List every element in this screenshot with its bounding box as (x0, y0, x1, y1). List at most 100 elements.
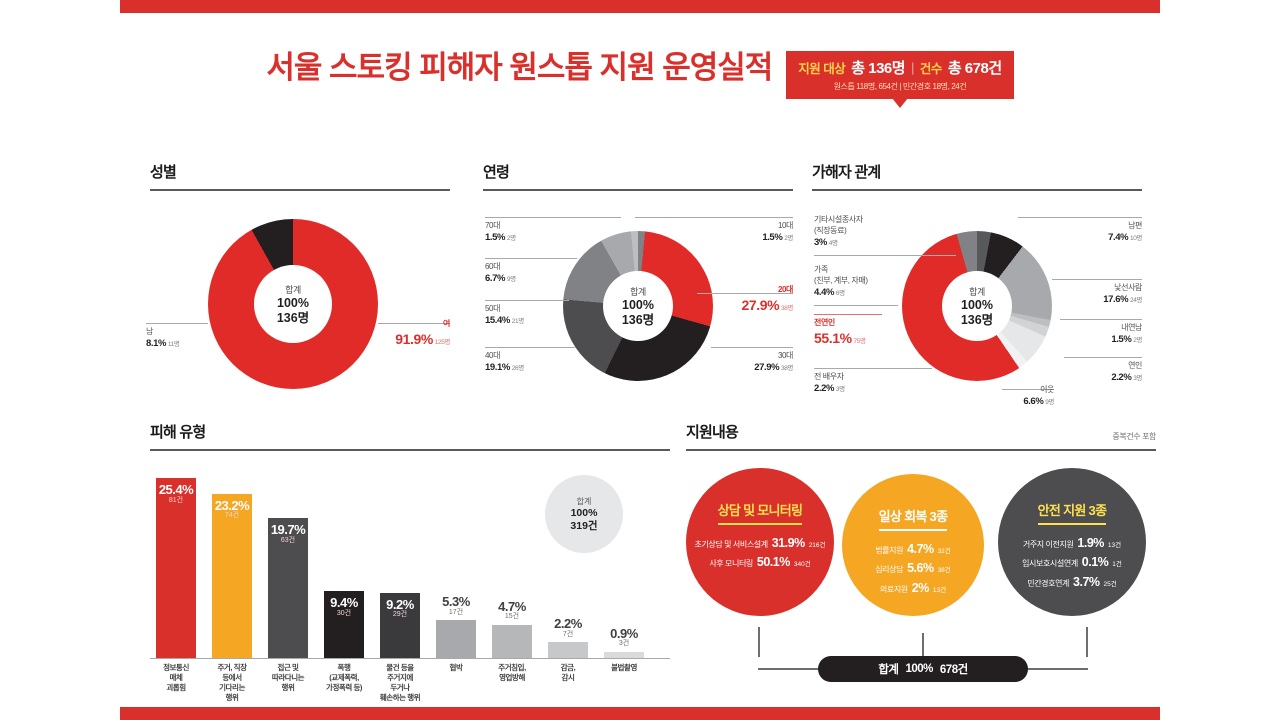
support-row-percent: 50.1% (756, 555, 790, 570)
support-circle-title: 일상 회복 3종 (878, 506, 948, 531)
header: 서울 스토킹 피해자 원스톱 지원 운영실적 지원 대상 총 136명 | 건수… (0, 50, 1280, 108)
age-leader-50 (485, 300, 569, 301)
age-center-count: 136명 (621, 312, 655, 327)
age-70-percent: 1.5% (485, 231, 506, 243)
age-50-count: 21명 (511, 317, 524, 325)
age-50-name: 50대 (485, 304, 501, 313)
bar-value: 0.9% (610, 625, 638, 641)
age-60-count: 9명 (506, 275, 516, 283)
support-row: 법률지원 4.7% 32건 (850, 540, 976, 559)
bar-value: 5.3% (442, 594, 470, 610)
age-40-name: 40대 (485, 351, 501, 360)
gender-callout-female: 여 91.9% 125명 (338, 319, 450, 349)
relation-leader-lover (1064, 357, 1142, 358)
support-row-label: 의료지원 (879, 584, 908, 594)
relation-leader-stranger (1052, 279, 1142, 280)
age-30-percent: 27.9% (754, 361, 780, 373)
age-callout-10: 10대 1.5% 2명 (683, 221, 793, 245)
relation-affair-percent: 1.5% (1111, 333, 1132, 345)
relation-neighbor-name: 이웃 (1040, 385, 1054, 394)
bar-value: 9.2% (386, 596, 414, 612)
relation-affair-name: 내연남 (1121, 323, 1142, 332)
relation-callout-exspouse: 전 배우자 2.2% 3명 (814, 372, 845, 396)
gender-female-count: 125명 (434, 338, 451, 346)
age-callout-40: 40대 19.1% 26명 (485, 351, 524, 375)
age-10-percent: 1.5% (762, 231, 783, 243)
section-rule (812, 189, 1142, 191)
bar-count: 7건 (562, 631, 574, 639)
support-row-percent: 1.9% (1077, 536, 1104, 550)
relation-other-count: 4명 (828, 239, 838, 247)
relation-donut-chart: 합계 100% 136명 (902, 231, 1052, 381)
age-40-percent: 19.1% (485, 361, 510, 373)
bar-value: 2.2% (554, 616, 582, 632)
bar-axis-label: 폭행 (교제폭력, 가정폭력 등) (326, 663, 362, 693)
support-row-label: 민간경호연계 (1027, 578, 1070, 588)
bar-count: 63건 (280, 537, 296, 545)
grand-total-count: 678건 (939, 664, 968, 676)
bar-rect: 9.2% 29건 (380, 592, 420, 658)
relation-affair-count: 2명 (1133, 336, 1142, 344)
bar-2: 23.2% 74건 (212, 493, 252, 658)
bar-value: 25.4% (158, 482, 194, 497)
section-title-age: 연령 (483, 164, 510, 181)
damage-axis-line (150, 658, 670, 659)
damage-bar-chart: 25.4% 81건 23.2% 74건 19.7% 63건 9.4% 30건 9.2% 29건 5.… (150, 468, 670, 658)
age-center-percent: 100% (622, 298, 654, 313)
bar-4: 9.4% 30건 (324, 591, 364, 658)
relation-center-label: 합계 (969, 287, 985, 298)
relation-other-name: 기타시설종사자 (직장동료) (814, 215, 863, 235)
bar-axis-label: 협박 (449, 663, 463, 672)
support-row-label: 임시보호시설연계 (1022, 559, 1078, 569)
age-60-name: 60대 (485, 262, 501, 271)
support-circle-rows: 법률지원 4.7% 32건 심리상담 5.6% 38건 의료지원 2% 13건 (842, 540, 984, 598)
support-circle-3: 안전 지원 3종 거주지 이전지원 1.9% 13건 임시보호시설연계 0.1% 1건 민간경… (998, 468, 1146, 616)
relation-husband-percent: 7.4% (1108, 231, 1129, 243)
gender-center-count: 136명 (276, 310, 310, 325)
gender-leader-line-male (146, 323, 208, 324)
gender-donut-center: 합계 100% 136명 (254, 265, 332, 343)
damage-total-percent: 100% (570, 507, 598, 520)
bar-count: 17건 (448, 609, 464, 617)
bar-count: 74건 (224, 512, 240, 520)
support-note: 중복건수 포함 (1112, 432, 1156, 441)
bar-5: 9.2% 29건 (380, 592, 420, 658)
bar-axis-label: 불법촬영 (611, 663, 637, 672)
relation-exlover-percent: 55.1% (814, 329, 852, 346)
section-title-gender: 성별 (150, 164, 177, 181)
badge-separator: | (911, 60, 914, 75)
relation-leader-family (814, 305, 898, 306)
gender-center-percent: 100% (277, 296, 309, 311)
age-40-count: 26명 (511, 364, 524, 372)
infographic-canvas: 서울 스토킹 피해자 원스톱 지원 운영실적 지원 대상 총 136명 | 건수… (0, 13, 1280, 707)
relation-callout-lover: 연인 2.2% 3명 (1032, 361, 1142, 385)
relation-family-percent: 4.4% (814, 286, 835, 298)
support-connector-left (758, 627, 760, 657)
gender-leader-line-female (378, 323, 450, 324)
support-row-percent: 4.7% (907, 542, 934, 556)
relation-neighbor-percent: 6.6% (1023, 395, 1044, 407)
damage-total-label: 합계 (576, 497, 592, 507)
relation-callout-other: 기타시설종사자 (직장동료) 3% 4명 (814, 215, 863, 249)
support-row-count: 13건 (932, 586, 947, 594)
bar-rect (604, 651, 644, 658)
relation-callout-family: 가족 (친부, 계부, 자매) 4.4% 6명 (814, 265, 868, 299)
support-circle-title: 상담 및 모니터링 (717, 500, 803, 525)
bar-rect (436, 620, 476, 658)
relation-exspouse-name: 전 배우자 (814, 372, 844, 381)
support-row-count: 340건 (793, 561, 811, 569)
bar-label-group: 2.2% 7건 (554, 617, 582, 639)
age-20-percent: 27.9% (741, 296, 780, 313)
age-20-name: 20대 (777, 285, 793, 294)
relation-exspouse-percent: 2.2% (814, 382, 835, 394)
section-support: 지원내용 중복건수 포함 (686, 421, 1156, 451)
support-row-label: 사후 모니터링 (709, 559, 753, 569)
badge-label-cases: 건수 (919, 62, 943, 76)
relation-callout-stranger: 낯선사람 17.6% 24명 (1032, 283, 1142, 307)
gender-male-name: 남 (146, 327, 153, 336)
support-row: 거주지 이전지원 1.9% 13건 (1006, 534, 1138, 553)
relation-stranger-count: 24명 (1129, 296, 1142, 304)
bar-rect: 25.4% 81건 (156, 478, 196, 658)
relation-leader-affair (1060, 319, 1142, 320)
support-circles: 상담 및 모니터링 초기상담 및 서비스설계 31.9% 216건 사후 모니터링 50.… (686, 468, 1156, 668)
